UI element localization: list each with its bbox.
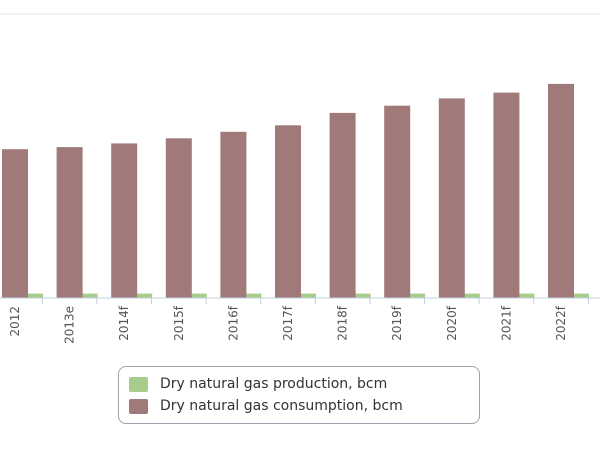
bar-production-2020f[interactable] [457, 293, 480, 298]
x-tick-label-2013e: 2013e [63, 306, 77, 344]
bar-consumption-2015f[interactable] [165, 138, 192, 298]
bars-layer [2, 83, 589, 299]
bar-consumption-2012[interactable] [2, 149, 28, 298]
x-tick-label-2012: 2012 [8, 306, 22, 337]
legend-item-consumption[interactable]: Dry natural gas consumption, bcm [129, 395, 479, 417]
bar-consumption-2019f[interactable] [384, 105, 411, 298]
x-tick-label-2014f: 2014f [117, 305, 131, 341]
bar-production-2015f[interactable] [184, 293, 207, 298]
bar-production-2018f[interactable] [348, 293, 371, 298]
bar-production-2014f[interactable] [130, 293, 153, 298]
bar-production-2019f[interactable] [403, 293, 426, 298]
legend: Dry natural gas production, bcm Dry natu… [118, 366, 480, 424]
bar-consumption-2020f[interactable] [438, 98, 465, 299]
x-tick-label-2021f: 2021f [499, 305, 513, 341]
bar-consumption-2013e[interactable] [56, 147, 83, 298]
bar-production-2021f[interactable] [512, 293, 535, 298]
x-tick-label-2020f: 2020f [445, 305, 459, 341]
bar-consumption-2017f[interactable] [275, 125, 301, 298]
legend-item-production[interactable]: Dry natural gas production, bcm [129, 373, 479, 395]
legend-label-consumption: Dry natural gas consumption, bcm [160, 398, 403, 414]
bar-production-2016f[interactable] [239, 293, 262, 298]
bar-consumption-2016f[interactable] [220, 131, 247, 298]
x-tick-label-2019f: 2019f [390, 305, 404, 341]
legend-swatch-production [129, 376, 148, 392]
bar-production-2013e[interactable] [75, 293, 98, 298]
bar-consumption-2022f[interactable] [548, 83, 574, 299]
legend-label-production: Dry natural gas production, bcm [160, 376, 388, 392]
x-axis-ticks [41, 298, 589, 304]
bar-consumption-2021f[interactable] [493, 92, 520, 298]
bar-production-2022f[interactable] [567, 293, 589, 298]
x-tick-label-2017f: 2017f [281, 305, 295, 341]
legend-swatch-consumption [129, 398, 148, 414]
x-tick-label-2018f: 2018f [336, 305, 350, 341]
bar-consumption-2018f[interactable] [329, 112, 356, 299]
bar-consumption-2014f[interactable] [111, 143, 138, 298]
x-tick-label-2015f: 2015f [172, 305, 186, 341]
x-tick-label-2016f: 2016f [226, 305, 240, 341]
x-axis-tick-labels: 2012 2013e 2014f 2015f 2016f 2017f 2018f 2019f 2… [8, 305, 568, 344]
bar-production-2012[interactable] [21, 293, 43, 298]
bar-production-2017f[interactable] [294, 293, 316, 298]
x-tick-label-2022f: 2022f [554, 305, 568, 341]
